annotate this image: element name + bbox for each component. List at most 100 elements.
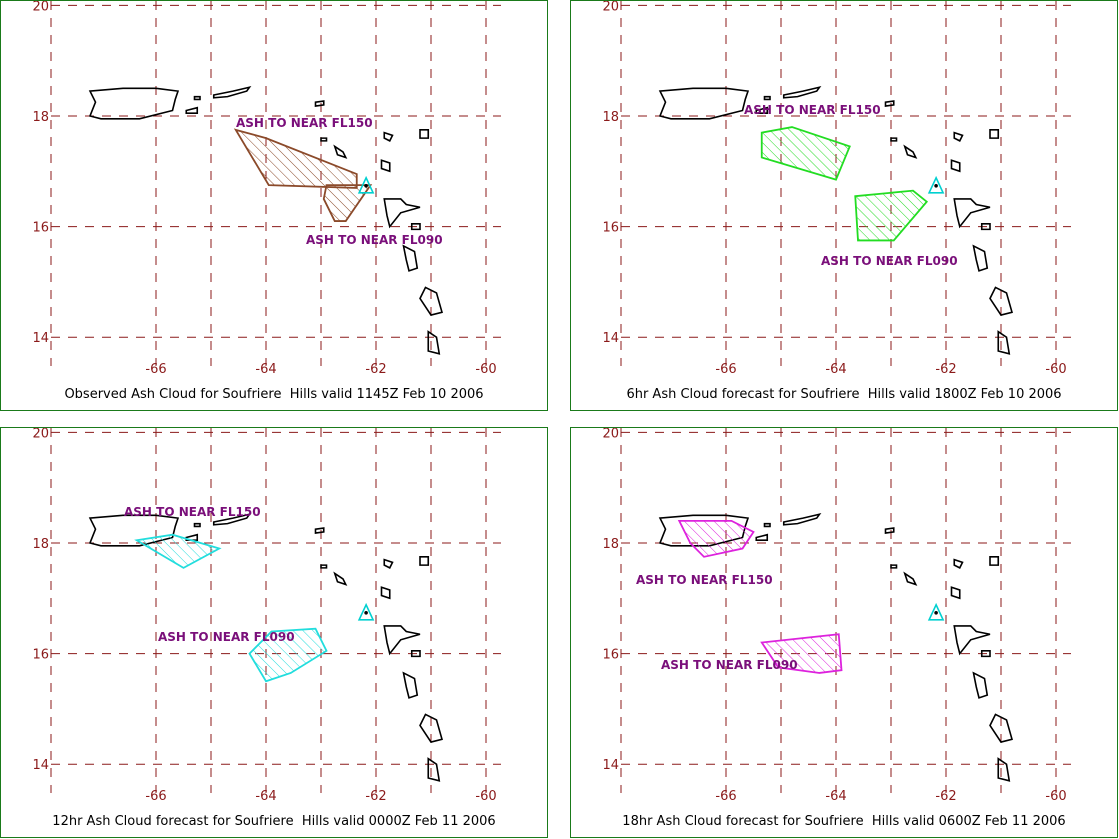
panel-18hr: 20 18 16 14 -66 -64 -62 -60 ASH TO NEAR FL150 ASH…	[570, 427, 1118, 838]
island-coastline	[755, 533, 769, 542]
lat-tick-label: 20	[602, 428, 619, 441]
ash-area	[233, 128, 358, 189]
island-coastline	[972, 671, 989, 699]
island-coastline	[383, 131, 394, 142]
island-coastline	[402, 244, 419, 272]
lon-tick-label: -60	[1045, 362, 1066, 377]
island-coastline	[903, 571, 918, 586]
panel-observed: 20 18 16 14 -66 -64 -62 -60 ASH TO NEAR FL150 ASH…	[0, 0, 548, 411]
island-coastline	[320, 564, 328, 569]
island-coastline	[419, 556, 430, 566]
lon-tick-label: -62	[935, 362, 956, 377]
island-coastline	[212, 512, 252, 526]
island-coastline	[333, 144, 348, 159]
volcano-vent-icon	[364, 183, 368, 188]
lon-tick-label: -64	[255, 789, 276, 804]
ash-area-label: ASH TO NEAR FL090	[306, 233, 443, 247]
island-coastline	[380, 586, 391, 600]
lon-tick-label: -66	[145, 789, 166, 804]
lat-tick-label: 20	[602, 1, 619, 14]
lon-tick-label: -66	[715, 362, 736, 377]
volcano-triangle-icon	[357, 602, 375, 621]
lat-tick-label: 18	[32, 537, 49, 552]
ash-area	[677, 519, 755, 558]
island-coastline	[950, 586, 961, 600]
island-coastline	[953, 198, 991, 229]
island-coastline	[402, 671, 419, 699]
panel-12hr: 20 18 16 14 -66 -64 -62 -60 ASH TO NEAR FL150 ASH…	[0, 427, 548, 838]
lat-tick-label: 14	[602, 758, 619, 773]
island-coastline	[212, 85, 252, 99]
panel-6hr: 20 18 16 14 -66 -64 -62 -60 ASH TO NEAR FL150 ASH…	[570, 0, 1118, 411]
lon-tick-label: -66	[715, 789, 736, 804]
island-coastline	[950, 159, 961, 173]
island-coastline	[427, 330, 441, 355]
lon-tick-label: -64	[255, 362, 276, 377]
ash-area-label: ASH TO NEAR FL150	[744, 103, 881, 117]
ash-area-label: ASH TO NEAR FL150	[236, 116, 373, 130]
panel-caption: Observed Ash Cloud for Soufriere Hills v…	[64, 387, 484, 402]
island-coastline	[755, 106, 769, 115]
panel-caption: 6hr Ash Cloud forecast for Soufriere Hil…	[626, 387, 1062, 402]
island-coastline	[427, 757, 441, 782]
island-coastline	[763, 95, 771, 101]
island-coastline	[890, 564, 898, 569]
map-12hr: 20 18 16 14 -66 -64 -62 -60 ASH TO NEAR FL150 ASH…	[32, 428, 501, 804]
island-coastline	[320, 137, 328, 142]
island-coastline	[903, 144, 918, 159]
ash-area-label: ASH TO NEAR FL150	[636, 573, 773, 587]
lat-tick-label: 20	[32, 428, 49, 441]
island-coastline	[972, 244, 989, 272]
island-coastline	[782, 512, 822, 526]
lat-tick-label: 16	[602, 221, 619, 236]
island-coastline	[763, 522, 771, 528]
volcano-triangle-icon	[927, 175, 945, 194]
island-coastline	[314, 527, 325, 534]
lat-tick-label: 18	[32, 110, 49, 125]
island-coastline	[419, 713, 443, 743]
panel-caption: 12hr Ash Cloud forecast for Soufriere Hi…	[52, 814, 496, 829]
island-coastline	[185, 106, 199, 115]
lon-tick-label: -60	[1045, 789, 1066, 804]
lon-tick-label: -62	[935, 789, 956, 804]
island-coastline	[989, 286, 1013, 316]
island-coastline	[383, 558, 394, 569]
ash-area	[322, 184, 373, 222]
island-coastline	[410, 650, 421, 658]
island-coastline	[419, 286, 443, 316]
lon-tick-label: -60	[475, 789, 496, 804]
volcano-vent-icon	[934, 610, 938, 615]
ash-area	[760, 126, 851, 181]
lat-tick-label: 14	[32, 331, 49, 346]
island-coastline	[997, 757, 1011, 782]
lat-tick-label: 18	[602, 110, 619, 125]
island-coastline	[419, 129, 430, 139]
lat-tick-label: 14	[602, 331, 619, 346]
ash-area-label: ASH TO NEAR FL150	[124, 505, 261, 519]
island-coastline	[953, 625, 991, 656]
island-coastline	[989, 713, 1013, 743]
island-coastline	[884, 527, 895, 534]
island-coastline	[193, 522, 201, 528]
island-coastline	[997, 330, 1011, 355]
island-coastline	[953, 558, 964, 569]
island-coastline	[890, 137, 898, 142]
island-coastline	[88, 87, 180, 120]
lon-tick-label: -60	[475, 362, 496, 377]
lon-tick-label: -64	[825, 789, 846, 804]
ash-area	[134, 533, 222, 569]
volcano-triangle-icon	[927, 602, 945, 621]
lat-tick-label: 16	[602, 648, 619, 663]
island-coastline	[380, 159, 391, 173]
island-coastline	[989, 129, 1000, 139]
island-coastline	[333, 571, 348, 586]
lat-tick-label: 18	[602, 537, 619, 552]
island-coastline	[980, 223, 991, 231]
ash-area-label: ASH TO NEAR FL090	[158, 630, 295, 644]
ash-area-label: ASH TO NEAR FL090	[661, 658, 798, 672]
island-coastline	[953, 131, 964, 142]
island-coastline	[658, 87, 750, 120]
ash-area	[760, 633, 843, 674]
lon-tick-label: -66	[145, 362, 166, 377]
ash-area	[248, 627, 328, 683]
